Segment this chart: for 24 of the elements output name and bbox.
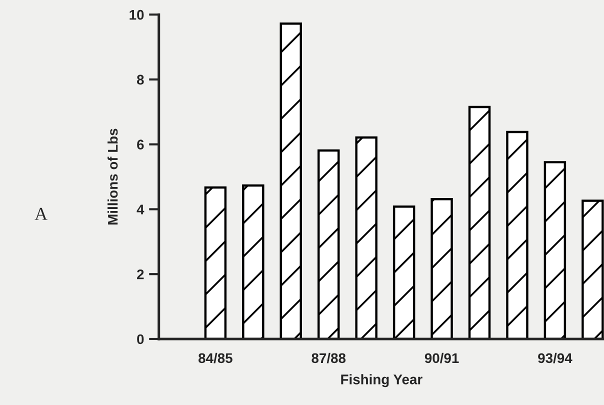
y-tick-label: 10 — [130, 10, 144, 20]
y-axis-title: Millions of Lbs — [108, 128, 118, 224]
y-tick-label: 0 — [137, 334, 144, 344]
bar — [204, 186, 227, 339]
bar — [506, 130, 528, 339]
bar — [280, 22, 302, 339]
text: A — [34, 208, 48, 220]
y-tick-label: 2 — [137, 269, 144, 280]
x-tick-label: 87/88 — [312, 352, 346, 364]
x-tick-label: 84/85 — [198, 352, 232, 364]
y-tick-label: 6 — [137, 140, 144, 150]
bar — [430, 198, 453, 339]
x-tick-label: 93/94 — [538, 352, 572, 364]
x-tick-label: 90/91 — [424, 352, 459, 364]
bar — [582, 200, 604, 339]
x-axis-title: Fishing Year — [341, 374, 422, 388]
bar — [392, 206, 416, 339]
bar — [318, 149, 340, 339]
bar — [468, 106, 491, 339]
y-tick-label: 8 — [136, 74, 144, 85]
bar — [355, 136, 378, 339]
y-tick-label: 4 — [136, 204, 144, 214]
bar — [242, 184, 264, 339]
bar — [544, 161, 566, 339]
